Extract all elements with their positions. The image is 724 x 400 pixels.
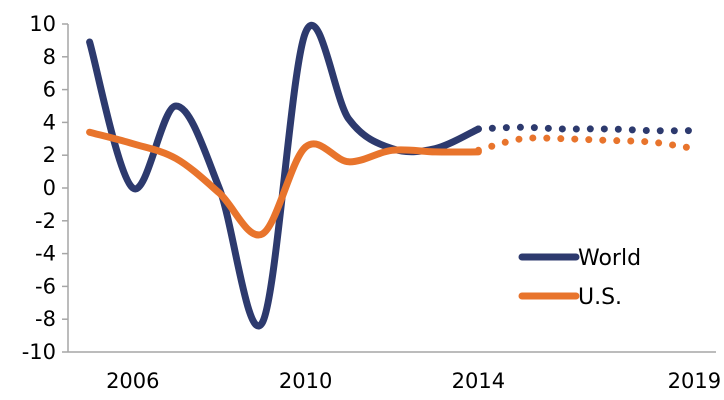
legend: World U.S. bbox=[518, 246, 641, 310]
y-tick-label: 4 bbox=[43, 110, 56, 134]
y-tick-label: -8 bbox=[35, 307, 56, 331]
y-tick-label: 10 bbox=[29, 12, 56, 36]
legend-label-u-s: U.S. bbox=[578, 285, 622, 310]
y-axis-tick-labels: -10 -8 -6 -4 -2 0 2 4 6 8 10 bbox=[22, 12, 68, 364]
series-forecast-world bbox=[474, 123, 698, 135]
x-tick-label: 2006 bbox=[106, 369, 159, 393]
y-tick-label: 2 bbox=[43, 143, 56, 167]
x-tick-label: 2010 bbox=[279, 369, 332, 393]
series-line-u-s bbox=[86, 128, 482, 239]
y-tick-label: 6 bbox=[43, 78, 56, 102]
series-line-world bbox=[86, 21, 482, 330]
y-tick-label: -4 bbox=[35, 242, 56, 266]
y-tick-label: 8 bbox=[43, 45, 56, 69]
y-tick-label: -6 bbox=[35, 274, 56, 298]
y-tick-label: -10 bbox=[22, 340, 56, 364]
x-axis-tick-labels: 2006 2010 2014 2019 bbox=[106, 369, 721, 393]
series-layer bbox=[86, 21, 698, 330]
legend-label-world: World bbox=[578, 246, 641, 271]
x-tick-label: 2019 bbox=[668, 369, 721, 393]
series-forecast-u-s bbox=[474, 134, 698, 154]
y-tick-label: -2 bbox=[35, 209, 56, 233]
x-tick-label: 2014 bbox=[452, 369, 505, 393]
y-tick-label: 0 bbox=[43, 176, 56, 200]
